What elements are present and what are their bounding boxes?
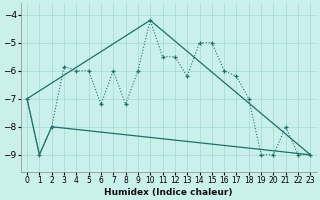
X-axis label: Humidex (Indice chaleur): Humidex (Indice chaleur)	[104, 188, 233, 197]
